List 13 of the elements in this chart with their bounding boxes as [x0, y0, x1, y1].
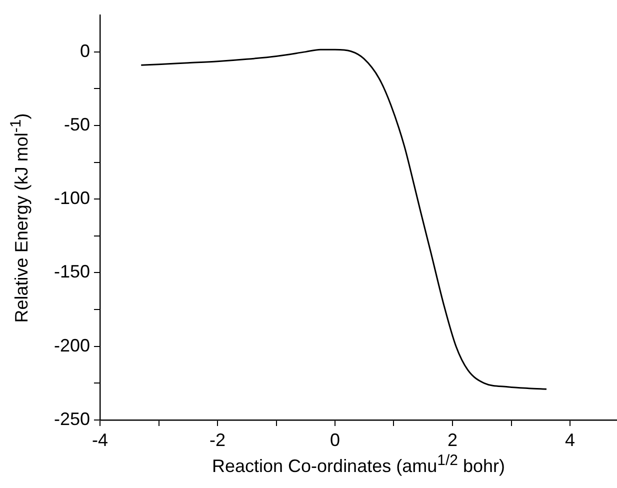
x-tick-label: 0 [330, 430, 340, 450]
x-tick-label: 2 [447, 430, 458, 450]
y-tick-label: -100 [54, 188, 90, 208]
line-series [140, 48, 548, 390]
y-tick-label: -200 [54, 335, 90, 356]
x-axis-title: Reaction Co-ordinates (amu$^{1/2}$ bohr) [211, 452, 506, 477]
y-tick-label: 0 [80, 40, 90, 61]
x-tick-label: -4 [92, 430, 108, 450]
x-tick-label: -2 [209, 430, 226, 450]
x-tick-label: 4 [564, 430, 576, 450]
y-tick-label: -250 [54, 408, 90, 429]
y-tick-label: -150 [54, 262, 90, 282]
y-tick-label: -50 [64, 114, 90, 134]
